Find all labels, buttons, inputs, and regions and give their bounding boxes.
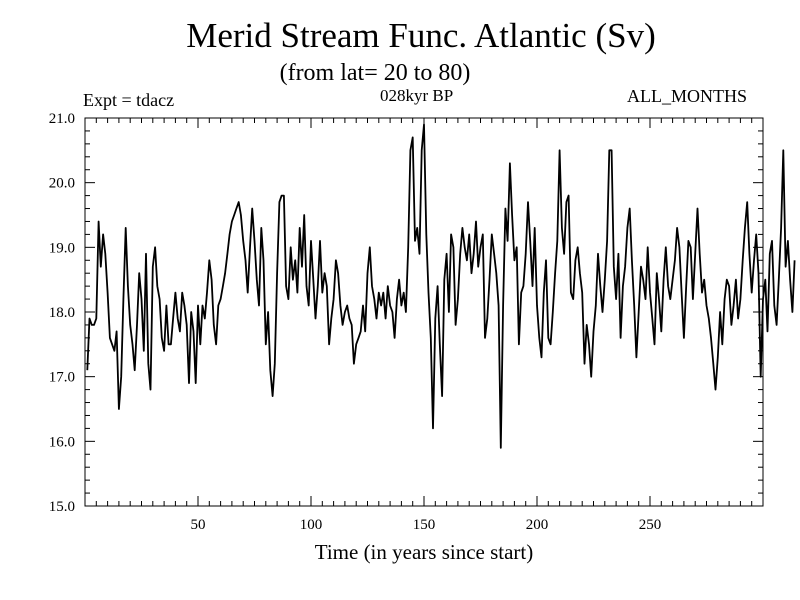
y-tick-label: 16.0 bbox=[49, 434, 75, 450]
y-tick-label: 21.0 bbox=[49, 111, 75, 127]
x-tick-label: 150 bbox=[413, 517, 436, 533]
experiment-label: Expt = tdacz bbox=[83, 90, 175, 110]
x-axis-label: Time (in years since start) bbox=[314, 540, 534, 564]
y-tick-label: 17.0 bbox=[49, 370, 75, 386]
period-label: 028kyr BP bbox=[380, 86, 454, 105]
series-line bbox=[86, 123, 796, 449]
months-label: ALL_MONTHS bbox=[627, 86, 747, 106]
x-tick-label: 200 bbox=[526, 517, 549, 533]
y-tick-label: 20.0 bbox=[49, 176, 75, 192]
y-tick-label: 19.0 bbox=[49, 240, 75, 256]
x-tick-label: 250 bbox=[639, 517, 662, 533]
axis-ticks bbox=[85, 118, 763, 506]
chart-subtitle: (from lat= 20 to 80) bbox=[279, 60, 471, 86]
y-tick-label: 15.0 bbox=[49, 499, 75, 515]
tick-labels: 50 100 150 200 250 15.0 16.0 17.0 18.0 19.0 20.0 21… bbox=[49, 111, 662, 533]
x-tick-label: 100 bbox=[300, 517, 323, 533]
y-tick-label: 18.0 bbox=[49, 305, 75, 321]
chart-title: Merid Stream Func. Atlantic (Sv) bbox=[186, 16, 656, 55]
x-tick-label: 50 bbox=[191, 517, 206, 533]
